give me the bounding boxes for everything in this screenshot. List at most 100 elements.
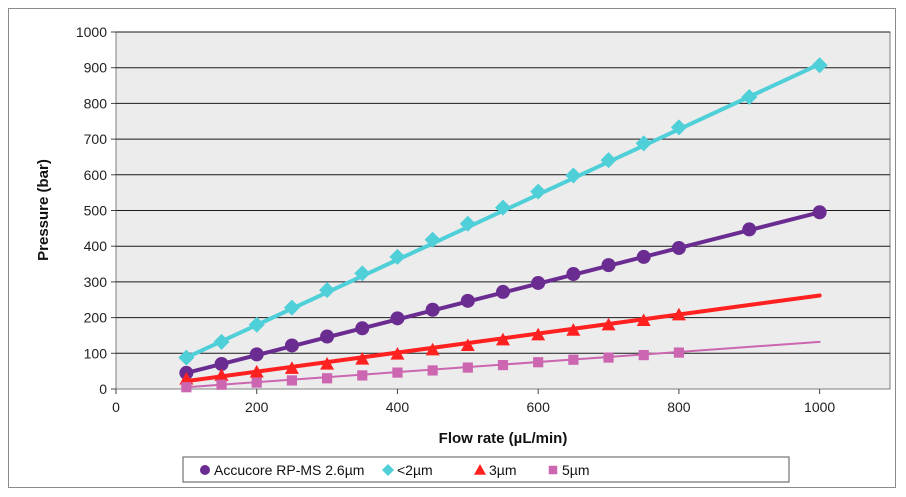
x-tick-label: 1000 [804, 399, 835, 415]
y-tick-label: 900 [84, 60, 108, 76]
data-point [319, 282, 336, 299]
data-point [670, 119, 687, 136]
data-point [635, 135, 652, 152]
series-3 [179, 293, 822, 385]
data-point [600, 152, 617, 169]
x-tick-label: 800 [667, 399, 691, 415]
x-tick-label: 600 [527, 399, 551, 415]
y-tick-label: 700 [84, 131, 108, 147]
data-point [321, 373, 333, 384]
y-tick-label: 300 [84, 274, 108, 290]
data-point [251, 377, 262, 388]
data-point [530, 183, 547, 200]
data-point [741, 88, 758, 105]
data-point [249, 347, 264, 362]
data-point [355, 321, 370, 336]
y-tick-label: 1000 [76, 24, 107, 40]
legend-label: 5µm [562, 462, 590, 478]
data-point [636, 313, 651, 327]
y-tick-label: 100 [84, 345, 108, 361]
legend-marker [382, 464, 394, 476]
y-tick-label: 400 [84, 238, 108, 254]
x-tick-label: 400 [386, 399, 410, 415]
series-1 [179, 205, 827, 380]
y-tick-label: 500 [84, 203, 108, 219]
data-point [601, 317, 616, 331]
data-point [284, 361, 299, 374]
data-point [390, 347, 405, 360]
data-point [462, 362, 473, 373]
data-point [389, 248, 406, 265]
data-point [671, 240, 686, 255]
data-point [425, 302, 440, 317]
data-point [460, 293, 475, 308]
data-point [636, 249, 651, 264]
y-tick-label: 800 [84, 95, 108, 111]
data-point [178, 349, 195, 366]
data-point [284, 338, 299, 353]
data-point [213, 333, 230, 350]
gridlines [116, 31, 890, 354]
data-point [320, 329, 335, 344]
data-point [214, 368, 229, 382]
data-point [568, 354, 579, 365]
data-point [425, 342, 440, 356]
series-layer [178, 57, 828, 393]
data-point [671, 307, 686, 321]
data-point [566, 267, 581, 282]
data-point [603, 352, 614, 363]
x-tick-label: 200 [245, 399, 269, 415]
data-point [181, 382, 192, 393]
data-point [460, 338, 475, 352]
data-point [427, 365, 438, 376]
data-point [216, 379, 227, 390]
legend-label: <2µm [397, 462, 433, 478]
data-point [354, 265, 371, 282]
data-point [459, 215, 476, 232]
data-point [742, 222, 757, 237]
data-point [496, 284, 510, 299]
data-point [565, 167, 582, 184]
data-point [638, 349, 649, 361]
data-point [214, 357, 229, 372]
legend: Accucore RP-MS 2.6µm <2µm 3µm 5µm [200, 462, 590, 478]
data-point [424, 231, 441, 248]
data-point [812, 205, 827, 220]
legend-box [182, 456, 790, 483]
legend-marker [200, 465, 210, 475]
y-tick-label: 0 [99, 381, 107, 397]
data-point [497, 359, 509, 371]
data-point [601, 258, 616, 273]
data-point [390, 311, 405, 326]
legend-label: 3µm [489, 462, 517, 478]
y-axis-title: Pressure (bar) [35, 159, 52, 261]
data-point [496, 332, 510, 346]
data-point [357, 370, 368, 381]
data-point [286, 375, 298, 386]
data-point [531, 327, 546, 341]
data-point [249, 364, 264, 378]
data-point [392, 367, 403, 378]
data-point [320, 357, 335, 370]
data-point [673, 347, 685, 358]
data-point [566, 323, 581, 336]
data-point [531, 275, 546, 290]
series-2 [178, 57, 828, 366]
x-tick-label: 0 [112, 399, 120, 415]
x-axis-title: Flow rate (µL/min) [439, 430, 568, 447]
y-tick-label: 200 [84, 310, 108, 326]
data-point [248, 316, 265, 333]
series-4 [181, 340, 821, 393]
legend-marker [548, 465, 558, 475]
legend-label: Accucore RP-MS 2.6µm [214, 462, 364, 478]
data-point [495, 199, 511, 216]
legend-marker [474, 464, 486, 475]
data-point [533, 357, 544, 368]
y-tick-label: 600 [84, 167, 108, 183]
data-point [811, 57, 828, 74]
axes: 0 100 200 300 400 500 600 700 800 900 1000 0 200 400 6… [76, 24, 836, 415]
data-point [179, 372, 194, 385]
data-point [355, 352, 370, 365]
data-point [283, 299, 300, 316]
